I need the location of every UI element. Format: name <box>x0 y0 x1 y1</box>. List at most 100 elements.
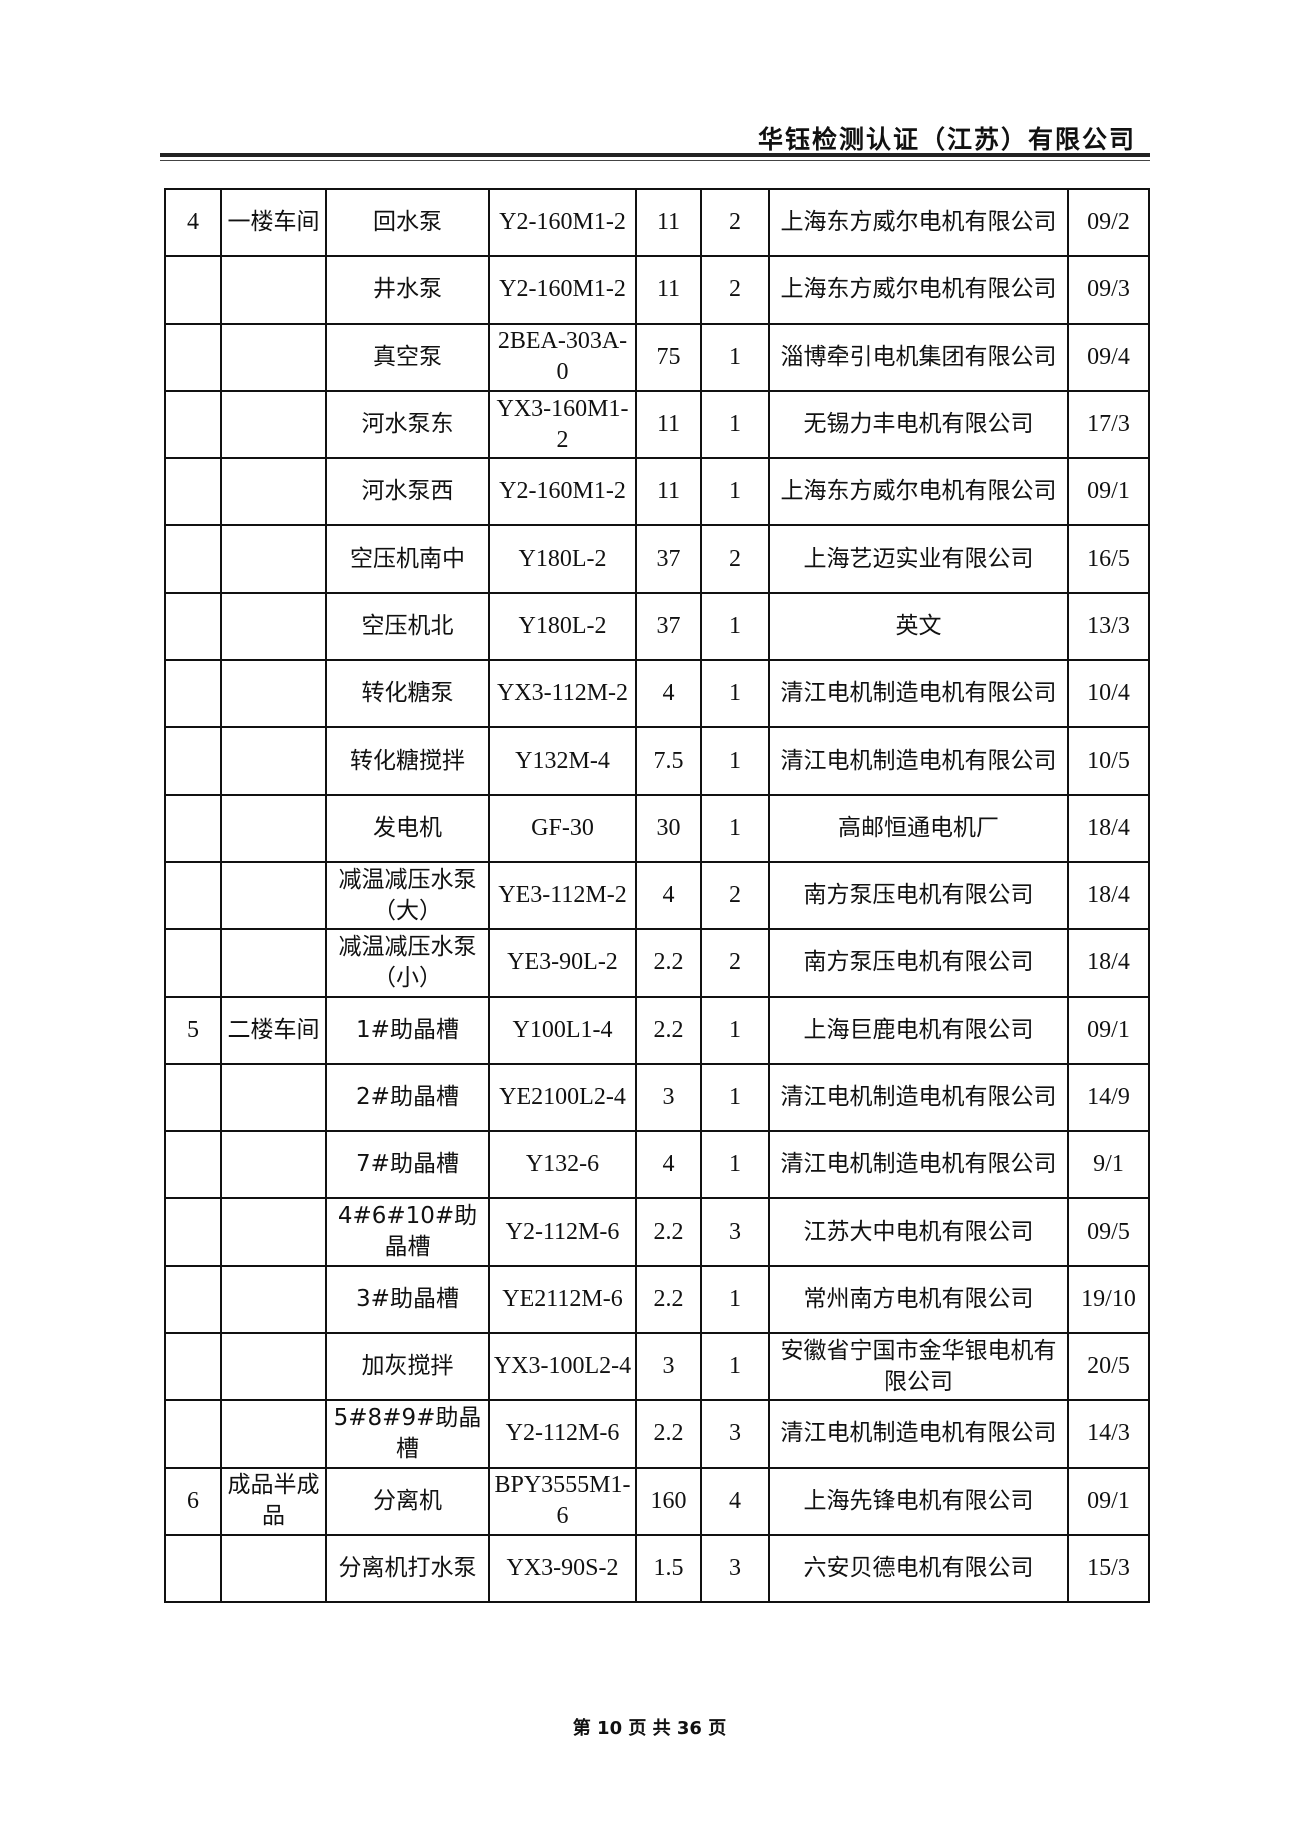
cell-row-number <box>164 457 222 527</box>
cell-power: 30 <box>635 793 702 863</box>
cell-manufacturer: 六安贝德电机有限公司 <box>768 1533 1069 1604</box>
cell-row-number <box>164 1062 222 1133</box>
cell-row-number <box>164 1264 222 1335</box>
table-row: 空压机南中 Y180L-2 37 2 上海艺迈实业有限公司 16/5 <box>164 524 1150 594</box>
table-row: 河水泵西 Y2-160M1-2 11 1 上海东方威尔电机有限公司 09/1 <box>164 457 1150 527</box>
cell-motor-model: Y2-112M-6 <box>488 1197 637 1267</box>
cell-quantity: 3 <box>700 1399 770 1469</box>
cell-power: 4 <box>635 860 702 931</box>
cell-quantity: 1 <box>700 1062 770 1133</box>
page-number: 第 10 页 共 36 页 <box>572 1718 727 1739</box>
table-row: 5#8#9#助晶槽 Y2-112M-6 2.2 3 清江电机制造电机有限公司 14/3 <box>164 1399 1150 1469</box>
cell-row-number <box>164 591 222 662</box>
table-row: 转化糖搅拌 Y132M-4 7.5 1 清江电机制造电机有限公司 10/5 <box>164 726 1150 796</box>
cell-motor-model: Y100L1-4 <box>488 995 637 1065</box>
cell-power: 1.5 <box>635 1533 702 1604</box>
cell-power: 2.2 <box>635 928 702 998</box>
cell-manufacturer: 高邮恒通电机厂 <box>768 793 1069 863</box>
cell-manufacturer: 清江电机制造电机有限公司 <box>768 659 1069 729</box>
cell-manufacturer: 上海巨鹿电机有限公司 <box>768 995 1069 1065</box>
cell-workshop <box>220 457 327 527</box>
cell-quantity: 1 <box>700 591 770 662</box>
cell-motor-model: BPY3555M1-6 <box>488 1466 637 1536</box>
cell-quantity: 1 <box>700 1332 770 1402</box>
cell-workshop <box>220 1264 327 1335</box>
cell-manufacturer: 清江电机制造电机有限公司 <box>768 726 1069 796</box>
cell-equipment-name: 7#助晶槽 <box>325 1130 490 1200</box>
cell-power: 2.2 <box>635 995 702 1065</box>
cell-date: 18/4 <box>1067 860 1150 931</box>
cell-workshop <box>220 1197 327 1267</box>
cell-workshop <box>220 389 327 460</box>
cell-row-number: 5 <box>164 995 222 1065</box>
cell-workshop: 二楼车间 <box>220 995 327 1065</box>
cell-workshop <box>220 1533 327 1604</box>
cell-workshop <box>220 591 327 662</box>
cell-manufacturer: 常州南方电机有限公司 <box>768 1264 1069 1335</box>
table-row: 转化糖泵 YX3-112M-2 4 1 清江电机制造电机有限公司 10/4 <box>164 659 1150 729</box>
cell-power: 3 <box>635 1062 702 1133</box>
cell-row-number <box>164 1197 222 1267</box>
cell-date: 09/1 <box>1067 457 1150 527</box>
cell-equipment-name: 1#助晶槽 <box>325 995 490 1065</box>
cell-manufacturer: 上海先锋电机有限公司 <box>768 1466 1069 1536</box>
cell-motor-model: 2BEA-303A-0 <box>488 322 637 392</box>
cell-quantity: 1 <box>700 389 770 460</box>
cell-quantity: 3 <box>700 1197 770 1267</box>
cell-quantity: 1 <box>700 1264 770 1335</box>
cell-power: 11 <box>635 255 702 325</box>
cell-power: 37 <box>635 524 702 594</box>
cell-date: 10/5 <box>1067 726 1150 796</box>
cell-quantity: 2 <box>700 255 770 325</box>
table-row: 空压机北 Y180L-2 37 1 英文 13/3 <box>164 591 1150 662</box>
cell-workshop <box>220 659 327 729</box>
cell-power: 2.2 <box>635 1399 702 1469</box>
cell-quantity: 3 <box>700 1533 770 1604</box>
cell-date: 14/9 <box>1067 1062 1150 1133</box>
cell-date: 9/1 <box>1067 1130 1150 1200</box>
cell-quantity: 2 <box>700 928 770 998</box>
cell-motor-model: YX3-160M1-2 <box>488 389 637 460</box>
cell-manufacturer: 上海艺迈实业有限公司 <box>768 524 1069 594</box>
table-row: 6 成品半成品 分离机 BPY3555M1-6 160 4 上海先锋电机有限公司 09/1 <box>164 1466 1150 1536</box>
cell-manufacturer: 清江电机制造电机有限公司 <box>768 1062 1069 1133</box>
table-row: 加灰搅拌 YX3-100L2-4 3 1 安徽省宁国市金华银电机有限公司 20/5 <box>164 1332 1150 1402</box>
cell-date: 09/4 <box>1067 322 1150 392</box>
cell-workshop <box>220 1332 327 1402</box>
company-header: 华钰检测认证（江苏）有限公司 <box>757 125 1136 154</box>
cell-power: 11 <box>635 457 702 527</box>
cell-row-number <box>164 928 222 998</box>
cell-power: 2.2 <box>635 1197 702 1267</box>
cell-equipment-name: 转化糖搅拌 <box>325 726 490 796</box>
cell-quantity: 2 <box>700 524 770 594</box>
cell-equipment-name: 空压机南中 <box>325 524 490 594</box>
cell-equipment-name: 2#助晶槽 <box>325 1062 490 1133</box>
cell-workshop <box>220 1062 327 1133</box>
cell-date: 20/5 <box>1067 1332 1150 1402</box>
cell-workshop <box>220 255 327 325</box>
cell-equipment-name: 转化糖泵 <box>325 659 490 729</box>
cell-power: 7.5 <box>635 726 702 796</box>
cell-manufacturer: 英文 <box>768 591 1069 662</box>
cell-workshop <box>220 726 327 796</box>
cell-manufacturer: 淄博牵引电机集团有限公司 <box>768 322 1069 392</box>
cell-power: 37 <box>635 591 702 662</box>
cell-equipment-name: 4#6#10#助晶槽 <box>325 1197 490 1267</box>
cell-motor-model: YX3-90S-2 <box>488 1533 637 1604</box>
cell-power: 75 <box>635 322 702 392</box>
cell-workshop <box>220 1130 327 1200</box>
motor-table: 4 一楼车间 回水泵 Y2-160M1-2 11 2 上海东方威尔电机有限公司 09/2 井水泵… <box>164 187 1150 1604</box>
cell-power: 4 <box>635 1130 702 1200</box>
cell-motor-model: Y2-160M1-2 <box>488 255 637 325</box>
cell-row-number: 4 <box>164 187 222 258</box>
cell-workshop <box>220 322 327 392</box>
cell-motor-model: Y132M-4 <box>488 726 637 796</box>
table-row: 5 二楼车间 1#助晶槽 Y100L1-4 2.2 1 上海巨鹿电机有限公司 09/1 <box>164 995 1150 1065</box>
cell-equipment-name: 5#8#9#助晶槽 <box>325 1399 490 1469</box>
table-row: 分离机打水泵 YX3-90S-2 1.5 3 六安贝德电机有限公司 15/3 <box>164 1533 1150 1604</box>
cell-workshop <box>220 928 327 998</box>
table-row: 4#6#10#助晶槽 Y2-112M-6 2.2 3 江苏大中电机有限公司 09/5 <box>164 1197 1150 1267</box>
cell-equipment-name: 分离机 <box>325 1466 490 1536</box>
cell-row-number <box>164 322 222 392</box>
cell-manufacturer: 南方泵压电机有限公司 <box>768 860 1069 931</box>
